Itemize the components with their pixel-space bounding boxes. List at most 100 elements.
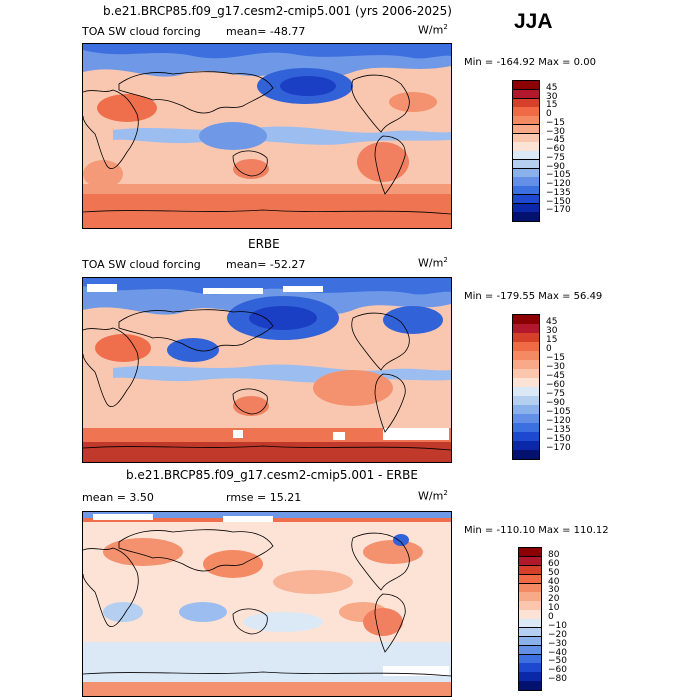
season-label: JJA	[514, 10, 553, 33]
colorbar-swatch	[519, 636, 541, 647]
colorbar-label: −60	[546, 380, 565, 390]
colorbar-swatch	[519, 556, 541, 567]
panel-1-mean: mean= -48.77	[226, 25, 306, 38]
colorbar-label: −15	[546, 353, 565, 363]
colorbar-swatch	[519, 610, 541, 620]
colorbar-label: −45	[546, 135, 565, 146]
panel-2-left-label: TOA SW cloud forcing	[82, 258, 201, 271]
colorbar-label: −75	[546, 389, 565, 399]
colorbar-label: −135	[546, 425, 571, 435]
colorbar-label: 0	[546, 109, 552, 119]
colorbar-label: 15	[546, 100, 558, 111]
panel-3-mean: mean = 3.50	[82, 491, 154, 504]
colorbar-swatch	[513, 107, 539, 117]
panel-2-map	[82, 277, 452, 463]
panel-1-colorbar	[512, 80, 540, 222]
colorbar-swatch	[519, 592, 541, 602]
colorbar-swatch	[519, 663, 541, 673]
colorbar-swatch	[513, 81, 539, 91]
colorbar-label: −30	[546, 362, 565, 372]
colorbar-label: 20	[548, 594, 560, 605]
panel-2-minmax: Min = -179.55 Max = 56.49	[464, 291, 603, 302]
colorbar-label: 30	[546, 91, 558, 102]
colorbar-label: −30	[546, 126, 565, 137]
colorbar-label: −15	[546, 117, 565, 128]
colorbar-label: 0	[546, 344, 552, 354]
colorbar-swatch	[519, 574, 541, 584]
colorbar-label: 30	[546, 326, 558, 336]
panel-3-colorbar-labels: 80 60 50 40 30 20 10 0 −10 −20 −30 −40 −50 −60 −80	[548, 547, 608, 689]
panel-3-rmse: rmse = 15.21	[226, 491, 302, 504]
colorbar-swatch	[513, 186, 539, 196]
colorbar-label: 50	[548, 567, 560, 578]
colorbar-swatch	[513, 177, 539, 187]
panel-1-units: W/m2	[418, 23, 448, 37]
colorbar-label: −90	[546, 161, 565, 172]
colorbar-label: −50	[548, 656, 567, 667]
colorbar-swatch	[513, 212, 539, 222]
colorbar-label: −80	[548, 674, 567, 685]
colorbar-swatch	[513, 124, 539, 134]
colorbar-swatch	[519, 672, 541, 682]
colorbar-swatch	[513, 450, 539, 460]
colorbar-label: 10	[548, 603, 560, 614]
colorbar-label: −60	[548, 665, 567, 676]
colorbar-label: −90	[546, 398, 565, 408]
panel-3-colorbar	[518, 547, 542, 691]
colorbar-label: −45	[546, 371, 565, 381]
colorbar-swatch	[513, 133, 539, 143]
colorbar-swatch	[519, 654, 541, 664]
colorbar-swatch	[519, 548, 541, 558]
colorbar-label: −105	[546, 407, 571, 417]
panel-1-colorbar-labels: 45 30 15 0 −15 −30 −45 −60 −75 −90 −105 −120 −135 −15…	[546, 80, 606, 220]
panel-2-colorbar	[512, 314, 540, 460]
panel-2-units: W/m2	[418, 256, 448, 270]
colorbar-label: 45	[546, 317, 558, 327]
colorbar-label: −75	[546, 152, 565, 163]
colorbar-label: −40	[548, 647, 567, 658]
colorbar-label: 0	[548, 612, 554, 622]
colorbar-swatch	[513, 159, 539, 169]
panel-1-minmax: Min = -164.92 Max = 0.00	[464, 57, 596, 68]
colorbar-swatch	[519, 619, 541, 629]
colorbar-swatch	[513, 98, 539, 108]
colorbar-label: 80	[548, 549, 560, 560]
colorbar-label: −105	[546, 170, 571, 181]
colorbar-label: −170	[546, 443, 571, 453]
colorbar-label: 40	[548, 576, 560, 587]
colorbar-swatch	[513, 142, 539, 152]
colorbar-label: 15	[546, 335, 558, 345]
colorbar-swatch	[519, 565, 541, 576]
panel-3-units: W/m2	[418, 489, 448, 503]
panel-2-colorbar-labels: 45 30 15 0 −15 −30 −45 −60 −75 −90 −105 −120 −135 −15…	[546, 314, 606, 458]
panel-3-title: b.e21.BRCP85.f09_g17.cesm2-cmip5.001 - E…	[126, 468, 418, 482]
colorbar-swatch	[519, 681, 541, 691]
colorbar-swatch	[513, 151, 539, 161]
colorbar-label: 60	[548, 558, 560, 569]
panel-3-minmax: Min = -110.10 Max = 110.12	[464, 525, 609, 536]
colorbar-label: −120	[546, 416, 571, 426]
colorbar-label: −170	[546, 205, 571, 216]
colorbar-label: −10	[548, 620, 567, 631]
colorbar-swatch	[513, 168, 539, 178]
colorbar-swatch	[513, 194, 539, 204]
colorbar-label: −135	[546, 187, 571, 198]
colorbar-swatch	[513, 203, 539, 213]
colorbar-swatch	[519, 645, 541, 655]
colorbar-swatch	[513, 116, 539, 126]
panel-1-title: b.e21.BRCP85.f09_g17.cesm2-cmip5.001 (yr…	[103, 4, 452, 18]
panel-1-left-label: TOA SW cloud forcing	[82, 25, 201, 38]
colorbar-label: −150	[546, 434, 571, 444]
panel-1-map	[82, 43, 452, 229]
colorbar-label: −20	[548, 629, 567, 640]
colorbar-swatch	[519, 583, 541, 593]
colorbar-label: 30	[548, 585, 560, 596]
panel-3-map	[82, 511, 452, 697]
colorbar-swatch	[519, 601, 541, 611]
colorbar-label: −120	[546, 179, 571, 189]
colorbar-label: 45	[546, 82, 558, 93]
panel-2-mean: mean= -52.27	[226, 258, 306, 271]
colorbar-swatch	[519, 627, 541, 638]
panel-2-title: ERBE	[248, 237, 280, 251]
colorbar-swatch	[513, 89, 539, 99]
